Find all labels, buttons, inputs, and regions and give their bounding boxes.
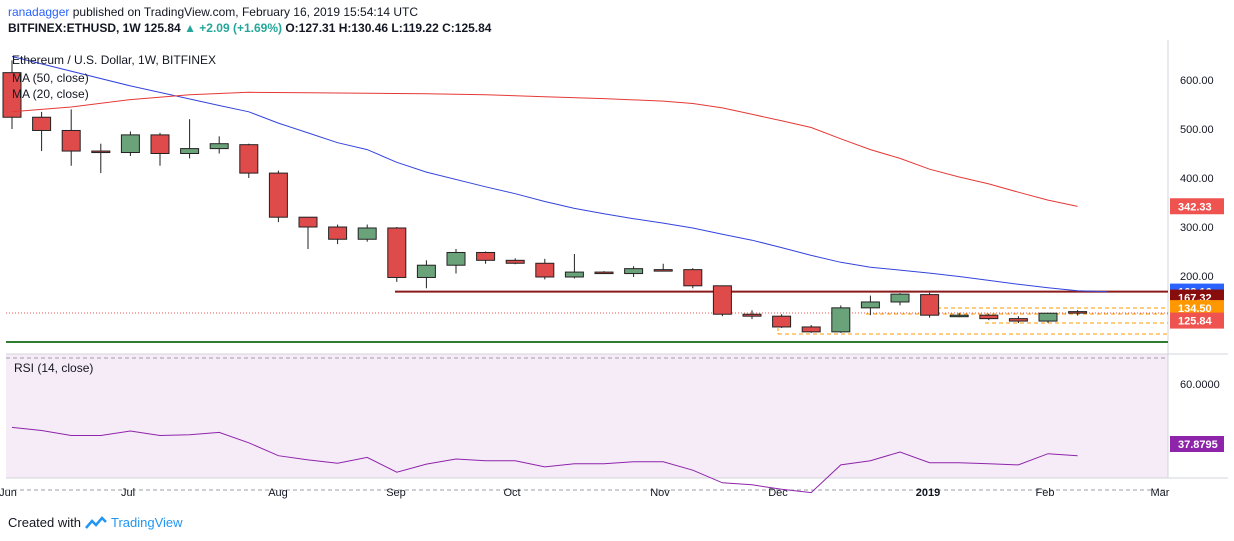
price-tick-label: 600.00 [1180, 75, 1214, 87]
created-with-text: Created with [8, 515, 81, 530]
price-label-text: 134.50 [1178, 303, 1212, 315]
symbol-line: BITFINEX:ETHUSD, 1W 125.84 [8, 21, 181, 35]
candle-body [1008, 318, 1028, 322]
time-tick-label: Nov [650, 487, 670, 499]
ma20-line [11, 91, 1078, 207]
candle-body [387, 227, 407, 278]
candle-body [772, 315, 792, 328]
rsi-tick-label: 60.0000 [1180, 379, 1220, 391]
price-change: ▲ +2.09 (+1.69%) [184, 21, 282, 35]
candle-body [801, 326, 821, 333]
candle-body [120, 134, 140, 154]
candle-body [1068, 311, 1088, 314]
candle-body [979, 314, 999, 320]
candle-body [180, 148, 200, 155]
tradingview-logo-icon [85, 515, 107, 529]
time-tick-label: Jul [121, 487, 135, 499]
rsi-value-label: 37.8795 [1178, 439, 1218, 451]
price-label-text: 342.33 [1178, 201, 1212, 213]
candle-body [416, 264, 436, 278]
chart-title: Ethereum / U.S. Dollar, 1W, BITFINEX [12, 53, 216, 67]
published-text: published on TradingView.com, February 1… [72, 5, 419, 19]
rsi-background [6, 354, 1168, 478]
candle-body [505, 259, 525, 264]
candle-body [890, 293, 910, 303]
candle-body [653, 269, 673, 272]
price-label-box [1170, 198, 1224, 215]
time-tick-label: 2019 [916, 487, 940, 499]
candle-body [742, 313, 762, 317]
candle-body [209, 143, 229, 150]
candle-body [860, 301, 880, 309]
price-label-text: 125.84 [1178, 316, 1213, 328]
candle-body [712, 285, 732, 315]
time-tick-label: Sep [386, 487, 406, 499]
price-tick-label: 200.00 [1180, 271, 1214, 283]
candle-body [831, 307, 851, 333]
price-label-box [1170, 312, 1224, 329]
candle-body [920, 294, 940, 316]
candle-body [239, 144, 259, 174]
candle-body [535, 262, 555, 278]
candle-body [1038, 312, 1058, 322]
candle-body [949, 314, 969, 318]
candle-body [564, 271, 584, 278]
time-tick-label: Aug [268, 487, 288, 499]
candle-body [61, 129, 81, 152]
legend-entry: MA (20, close) [12, 87, 89, 101]
candle-body [91, 150, 111, 154]
candle-body [150, 134, 170, 155]
candle-body [268, 172, 288, 218]
candle-body [328, 226, 348, 240]
time-tick-label: Jun [0, 487, 17, 499]
price-tick-label: 500.00 [1180, 124, 1214, 136]
chart-header: ranadagger published on TradingView.com,… [8, 4, 491, 36]
price-label-box [1170, 300, 1224, 317]
ohlc-values: O:127.31 H:130.46 L:119.22 C:125.84 [285, 21, 492, 35]
tradingview-brand[interactable]: TradingView [110, 515, 183, 530]
time-tick-label: Mar [1151, 487, 1170, 499]
rsi-value-box [1170, 436, 1224, 452]
candle-body [32, 116, 52, 131]
time-tick-label: Dec [768, 487, 788, 499]
time-tick-label: Feb [1036, 487, 1055, 499]
footer: Created with TradingView [8, 515, 183, 530]
rsi-line [11, 426, 1078, 494]
legend-entry: MA (50, close) [12, 71, 89, 85]
candle-body [476, 251, 496, 261]
candle-body [683, 269, 703, 287]
ma50-line [11, 56, 1108, 293]
rsi-title: RSI (14, close) [14, 361, 93, 375]
price-tick-label: 400.00 [1180, 173, 1214, 185]
candle-body [357, 227, 377, 240]
candle-body [624, 268, 644, 275]
time-tick-label: Oct [503, 487, 520, 499]
candle-body [2, 72, 22, 118]
price-tick-label: 300.00 [1180, 222, 1214, 234]
candle-body [594, 271, 614, 275]
candle-body [298, 216, 318, 228]
author-name[interactable]: ranadagger [8, 5, 70, 19]
candle-body [446, 251, 466, 266]
